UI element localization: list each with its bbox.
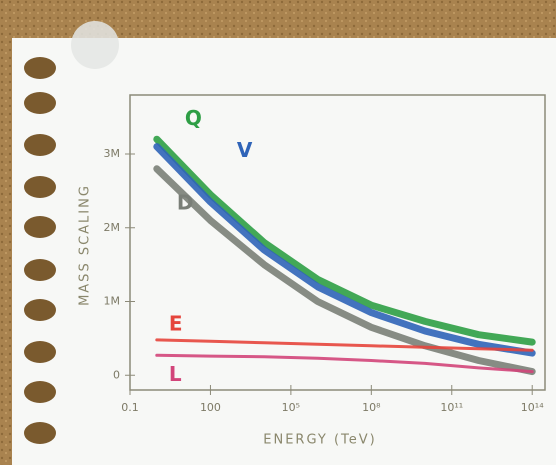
notebook-paper — [12, 38, 556, 465]
curve — [153, 135, 536, 346]
curve — [153, 165, 536, 376]
plot-frame — [129, 94, 546, 391]
x-tick-label: 0.1 — [121, 401, 139, 414]
y-tick-label: 0 — [113, 368, 120, 381]
curve-label: V — [237, 138, 253, 162]
y-tick-label: 1M — [104, 295, 121, 308]
curve-label: E — [169, 311, 183, 335]
x-tick-label: 10¹¹ — [440, 401, 463, 414]
curve-label: Q — [185, 106, 202, 130]
ring-holes — [24, 57, 56, 444]
x-tick-label: 10⁸ — [362, 401, 381, 414]
x-axis-title: ENERGY (TeV) — [263, 433, 376, 448]
curve-label: L — [169, 362, 182, 386]
y-tick-label: 2M — [104, 221, 121, 234]
curve — [155, 338, 534, 352]
x-tick-label: 100 — [200, 401, 221, 414]
y-axis-title: MASS SCALING — [78, 184, 93, 306]
curve-label: D — [177, 190, 194, 214]
curve — [153, 143, 536, 357]
y-tick-label: 3M — [104, 147, 121, 160]
x-tick-label: 10⁵ — [282, 401, 300, 414]
curve — [155, 353, 534, 374]
x-tick-label: 10¹⁴ — [521, 401, 544, 414]
push-pin — [71, 21, 119, 69]
